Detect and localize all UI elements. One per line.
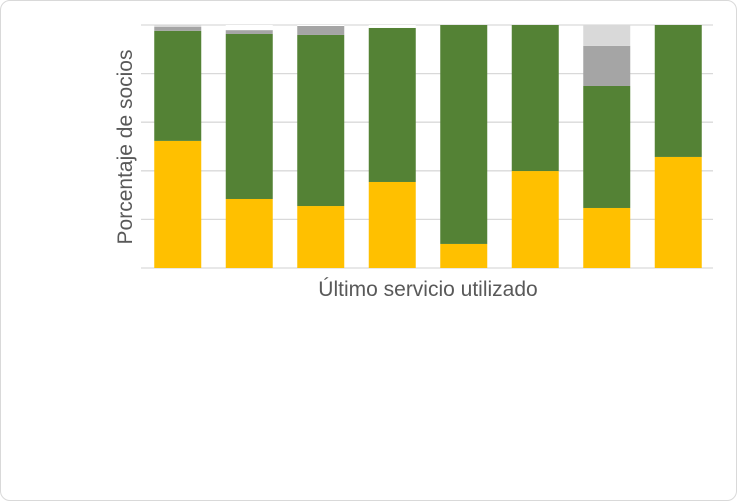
bar-segment-6-series-1 [511, 171, 559, 268]
bar-segment-4-series-2 [368, 27, 416, 182]
bar-segment-1-series-2 [154, 30, 202, 141]
bar-segment-7-series-3 [583, 45, 631, 86]
bar-segment-5-series-2 [440, 25, 488, 244]
bar-segment-4-series-5 [368, 25, 416, 28]
y-axis-label: Porcentaje de socios [114, 50, 137, 245]
bar-segment-3-series-3 [297, 25, 345, 35]
bar-segment-3-series-5 [297, 25, 345, 26]
bar-segment-1-series-3 [154, 26, 202, 31]
bar-segment-8-series-2 [654, 25, 702, 157]
bar-segment-2-series-2 [225, 33, 273, 199]
bar-segment-5-series-1 [440, 243, 488, 268]
bar-segment-7-series-1 [583, 207, 631, 268]
bars [154, 25, 702, 268]
bar-segment-1-series-4 [154, 25, 202, 27]
bar-segment-4-series-1 [368, 181, 416, 268]
bar-segment-7-series-2 [583, 85, 631, 208]
bar-segment-1-series-1 [154, 140, 202, 268]
bar-segment-2-series-1 [225, 198, 273, 268]
bar-segment-2-series-5 [225, 25, 273, 31]
bar-segment-8-series-1 [654, 156, 702, 268]
bar-segment-3-series-1 [297, 206, 345, 268]
bar-segment-7-series-4 [583, 25, 631, 46]
x-axis-label: Último servicio utilizado [318, 278, 537, 301]
bar-segment-6-series-2 [511, 25, 559, 172]
bar-segment-2-series-3 [225, 30, 273, 34]
bar-segment-3-series-2 [297, 34, 345, 207]
